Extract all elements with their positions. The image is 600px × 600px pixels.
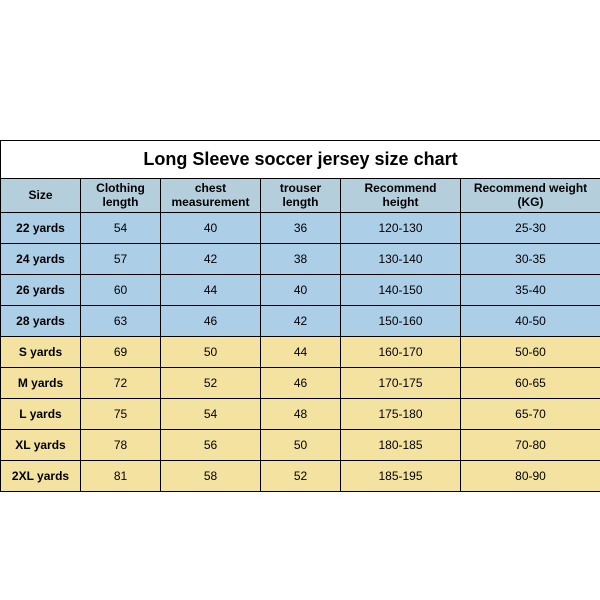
table-row: XL yards785650180-18570-80 (1, 429, 600, 460)
value-cell: 150-160 (341, 305, 461, 336)
value-cell: 44 (161, 274, 261, 305)
value-cell: 38 (261, 243, 341, 274)
value-cell: 130-140 (341, 243, 461, 274)
value-cell: 80-90 (461, 460, 600, 491)
size-cell: XL yards (1, 429, 81, 460)
value-cell: 140-150 (341, 274, 461, 305)
column-header: Clothing length (81, 179, 161, 213)
value-cell: 70-80 (461, 429, 600, 460)
title-row: Long Sleeve soccer jersey size chart (1, 141, 600, 179)
table-row: 26 yards604440140-15035-40 (1, 274, 600, 305)
value-cell: 78 (81, 429, 161, 460)
value-cell: 52 (161, 367, 261, 398)
value-cell: 54 (161, 398, 261, 429)
value-cell: 81 (81, 460, 161, 491)
value-cell: 42 (161, 243, 261, 274)
value-cell: 72 (81, 367, 161, 398)
column-header: chest measurement (161, 179, 261, 213)
header-row: SizeClothing lengthchest measurementtrou… (1, 179, 600, 213)
value-cell: 120-130 (341, 212, 461, 243)
table-row: 24 yards574238130-14030-35 (1, 243, 600, 274)
size-cell: 24 yards (1, 243, 81, 274)
value-cell: 40 (161, 212, 261, 243)
value-cell: 63 (81, 305, 161, 336)
column-header: trouser length (261, 179, 341, 213)
value-cell: 30-35 (461, 243, 600, 274)
value-cell: 185-195 (341, 460, 461, 491)
value-cell: 175-180 (341, 398, 461, 429)
value-cell: 44 (261, 336, 341, 367)
value-cell: 35-40 (461, 274, 600, 305)
value-cell: 57 (81, 243, 161, 274)
value-cell: 65-70 (461, 398, 600, 429)
value-cell: 25-30 (461, 212, 600, 243)
value-cell: 50 (261, 429, 341, 460)
value-cell: 180-185 (341, 429, 461, 460)
value-cell: 160-170 (341, 336, 461, 367)
table-row: M yards725246170-17560-65 (1, 367, 600, 398)
column-header: Recommend weight (KG) (461, 179, 600, 213)
column-header: Recommend height (341, 179, 461, 213)
value-cell: 50-60 (461, 336, 600, 367)
value-cell: 75 (81, 398, 161, 429)
value-cell: 42 (261, 305, 341, 336)
table-row: 2XL yards815852185-19580-90 (1, 460, 600, 491)
value-cell: 50 (161, 336, 261, 367)
value-cell: 60 (81, 274, 161, 305)
table-row: 22 yards544036120-13025-30 (1, 212, 600, 243)
value-cell: 56 (161, 429, 261, 460)
size-cell: 22 yards (1, 212, 81, 243)
value-cell: 58 (161, 460, 261, 491)
value-cell: 54 (81, 212, 161, 243)
size-cell: M yards (1, 367, 81, 398)
value-cell: 40-50 (461, 305, 600, 336)
value-cell: 69 (81, 336, 161, 367)
table-row: L yards755448175-18065-70 (1, 398, 600, 429)
value-cell: 40 (261, 274, 341, 305)
table-body: 22 yards544036120-13025-3024 yards574238… (1, 212, 600, 491)
value-cell: 48 (261, 398, 341, 429)
size-cell: 2XL yards (1, 460, 81, 491)
size-cell: 28 yards (1, 305, 81, 336)
value-cell: 60-65 (461, 367, 600, 398)
value-cell: 170-175 (341, 367, 461, 398)
table-row: S yards695044160-17050-60 (1, 336, 600, 367)
value-cell: 36 (261, 212, 341, 243)
value-cell: 52 (261, 460, 341, 491)
table-row: 28 yards634642150-16040-50 (1, 305, 600, 336)
size-cell: S yards (1, 336, 81, 367)
table-title: Long Sleeve soccer jersey size chart (1, 141, 600, 179)
value-cell: 46 (261, 367, 341, 398)
size-chart-container: Long Sleeve soccer jersey size chart Siz… (0, 0, 600, 600)
size-cell: L yards (1, 398, 81, 429)
size-cell: 26 yards (1, 274, 81, 305)
value-cell: 46 (161, 305, 261, 336)
size-chart-table: Long Sleeve soccer jersey size chart Siz… (0, 140, 600, 492)
column-header: Size (1, 179, 81, 213)
